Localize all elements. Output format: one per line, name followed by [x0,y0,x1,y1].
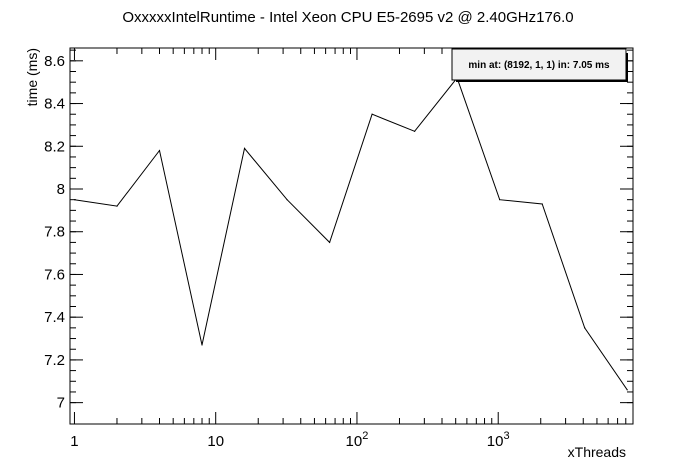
data-points [73,77,628,391]
data-point [286,199,288,201]
y-tick-label: 7.6 [44,266,65,283]
data-point [201,344,203,346]
x-tick-label: 103 [487,430,510,450]
y-tick-label: 7.4 [44,309,65,326]
x-minor-ticks [73,48,634,424]
y-tick-label: 8 [57,181,65,198]
data-point [328,241,331,244]
data-point [73,199,76,201]
data-point [499,199,501,201]
y-tick-label: 8.2 [44,138,65,155]
y-tick-label: 7.8 [44,224,65,241]
data-point [541,203,543,205]
x-tick-label: 1 [70,433,78,450]
y-axis: 7 7.2 7.4 7.6 7.8 8 8.2 8.4 8.6 [44,53,633,412]
y-axis-label: time (ms) [24,48,40,106]
data-point [584,327,586,329]
data-point [371,113,373,115]
y-tick-label: 8.4 [44,96,65,113]
y-tick-label: 8.6 [44,53,65,70]
data-point [116,205,118,207]
legend-text: min at: (8192, 1, 1) in: 7.05 ms [468,60,610,71]
data-point [243,147,246,150]
data-point [158,149,161,152]
x-tick-label: 102 [346,430,369,450]
x-tick-label: 10 [207,433,224,450]
x-axis-label: xThreads [568,444,626,460]
plot-frame [69,47,634,425]
data-point [414,130,416,132]
legend-box: min at: (8192, 1, 1) in: 7.05 ms [451,48,628,82]
y-minor-ticks [70,49,633,404]
y-tick-label: 7.2 [44,352,65,369]
chart-title: OxxxxxIntelRuntime - Intel Xeon CPU E5-2… [122,9,573,26]
series-line [74,76,628,391]
x-axis: 1 10 102 103 [70,430,509,450]
data-point [626,389,628,391]
y-tick-label: 7 [57,395,65,412]
